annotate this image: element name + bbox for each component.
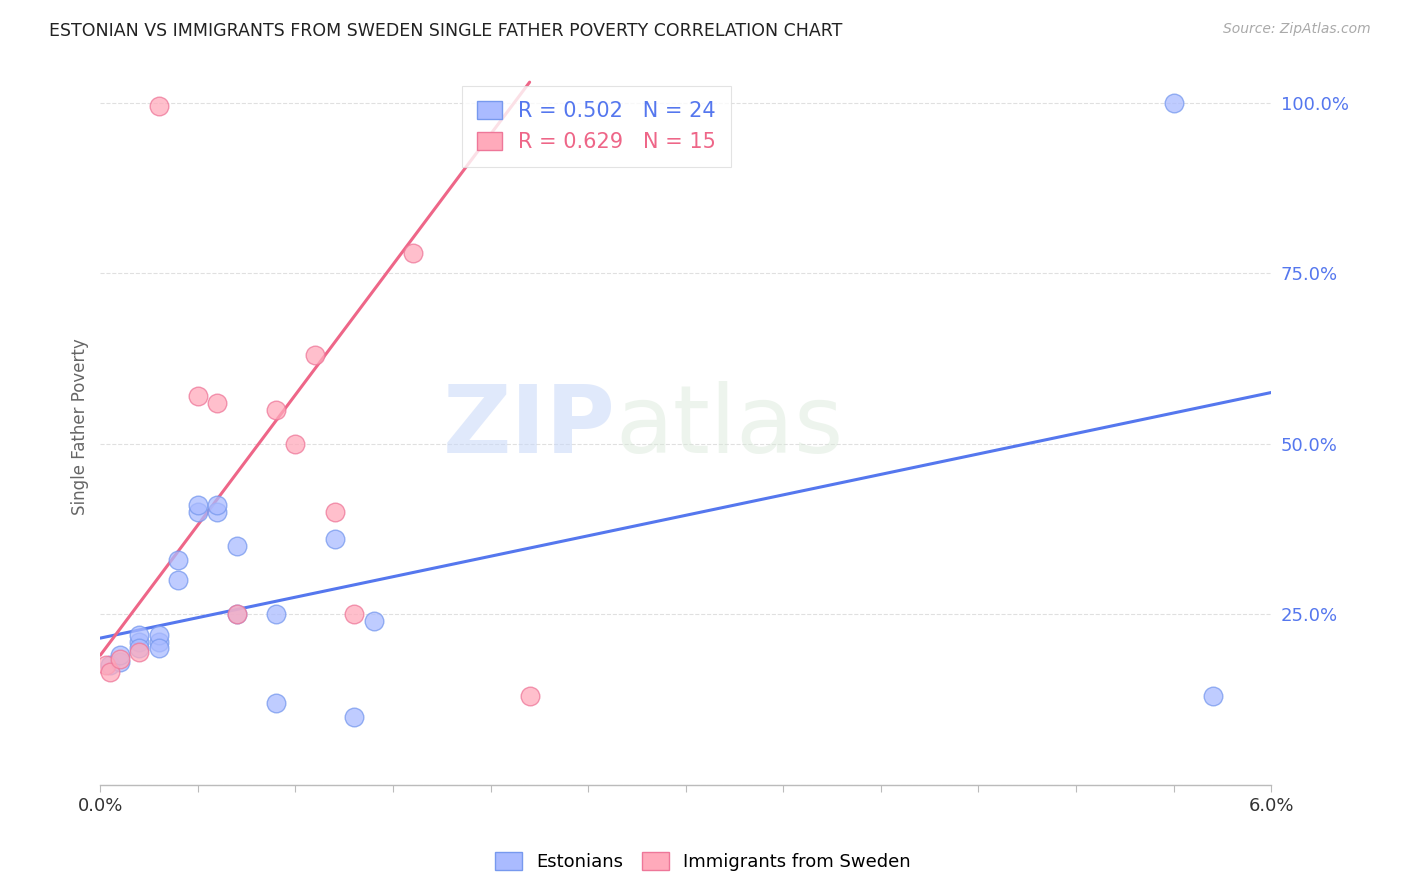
Text: ZIP: ZIP — [443, 381, 616, 473]
Y-axis label: Single Father Poverty: Single Father Poverty — [72, 338, 89, 515]
Point — [148, 641, 170, 656]
Point — [207, 498, 229, 512]
Point — [148, 99, 170, 113]
Point — [108, 648, 131, 662]
Point — [187, 498, 209, 512]
Text: Source: ZipAtlas.com: Source: ZipAtlas.com — [1223, 22, 1371, 37]
Point — [96, 658, 118, 673]
Point — [264, 607, 287, 622]
Point — [187, 389, 209, 403]
Point — [167, 552, 190, 566]
Point — [98, 665, 121, 680]
Point — [323, 532, 346, 546]
Legend: R = 0.502   N = 24, R = 0.629   N = 15: R = 0.502 N = 24, R = 0.629 N = 15 — [463, 87, 731, 167]
Point — [226, 607, 249, 622]
Point — [323, 505, 346, 519]
Point — [401, 245, 423, 260]
Point — [207, 396, 229, 410]
Point — [519, 689, 541, 703]
Point — [226, 539, 249, 553]
Point — [128, 628, 150, 642]
Point — [1201, 689, 1223, 703]
Point — [264, 402, 287, 417]
Point — [128, 634, 150, 648]
Point — [284, 436, 307, 450]
Text: atlas: atlas — [616, 381, 844, 473]
Point — [128, 641, 150, 656]
Point — [343, 709, 366, 723]
Point — [226, 607, 249, 622]
Legend: Estonians, Immigrants from Sweden: Estonians, Immigrants from Sweden — [488, 846, 918, 879]
Text: ESTONIAN VS IMMIGRANTS FROM SWEDEN SINGLE FATHER POVERTY CORRELATION CHART: ESTONIAN VS IMMIGRANTS FROM SWEDEN SINGL… — [49, 22, 842, 40]
Point — [363, 614, 385, 628]
Point — [167, 573, 190, 587]
Point — [108, 651, 131, 665]
Point — [1163, 95, 1185, 110]
Point — [98, 658, 121, 673]
Point — [148, 634, 170, 648]
Point — [264, 696, 287, 710]
Point — [207, 505, 229, 519]
Point — [148, 628, 170, 642]
Point — [304, 348, 326, 362]
Point — [187, 505, 209, 519]
Point — [343, 607, 366, 622]
Point — [128, 645, 150, 659]
Point — [108, 655, 131, 669]
